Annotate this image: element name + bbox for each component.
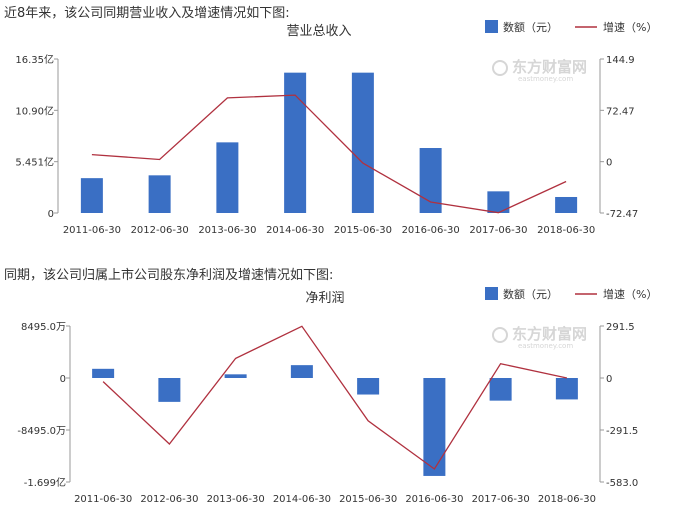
bar <box>148 175 171 213</box>
left-tick-label: -8495.0万 <box>17 426 66 437</box>
left-tick-label: 0 <box>60 374 66 385</box>
x-tick-label: 2014-06-30 <box>266 225 324 236</box>
x-tick-label: 2015-06-30 <box>334 225 392 236</box>
legend-line-label: 增速（%） <box>603 20 657 34</box>
left-tick-label: -1.699亿 <box>24 476 66 489</box>
legend-bar-swatch <box>485 20 498 33</box>
net-profit-chart: 净利润 数额（元） 增速（%） 8495.0万 0 -8495.0万 -1.699亿 291.… <box>17 287 657 505</box>
bar <box>423 378 446 476</box>
right-tick-label: 72.47 <box>606 106 635 117</box>
bar <box>290 365 313 378</box>
x-tick-label: 2018-06-30 <box>538 494 596 505</box>
section-heading-revenue: 近8年来，该公司同期营业收入及增速情况如下图: <box>4 6 290 21</box>
x-tick-label: 2015-06-30 <box>339 494 397 505</box>
right-tick-label: 0 <box>606 158 612 169</box>
x-tick-label: 2012-06-30 <box>140 494 198 505</box>
right-tick-label: -583.0 <box>606 478 638 489</box>
revenue-chart: 营业总收入 数额（元） 增速（%） 16.35亿 10.90亿 5.451亿 0 144.9 7… <box>15 20 657 236</box>
x-tick-label: 2017-06-30 <box>472 494 530 505</box>
x-tick-label: 2014-06-30 <box>273 494 331 505</box>
bar <box>80 178 103 213</box>
bar <box>216 142 239 213</box>
legend-bar-swatch <box>485 287 498 300</box>
left-tick-label: 10.90亿 <box>15 104 54 117</box>
growth-line <box>91 94 567 214</box>
left-tick-label: 8495.0万 <box>21 322 66 333</box>
x-tick-label: 2016-06-30 <box>405 494 463 505</box>
bar <box>487 191 510 213</box>
bar <box>284 72 307 213</box>
bar <box>555 378 578 400</box>
watermark-icon <box>492 327 508 343</box>
x-tick-label: 2017-06-30 <box>469 225 527 236</box>
x-tick-label: 2018-06-30 <box>537 225 595 236</box>
bar <box>92 368 115 378</box>
right-tick-label: 0 <box>606 374 612 385</box>
right-tick-label: 144.9 <box>606 55 635 66</box>
bar <box>419 148 442 213</box>
x-tick-label: 2016-06-30 <box>402 225 460 236</box>
watermark-url: eastmoney.com <box>518 342 573 350</box>
x-tick-label: 2013-06-30 <box>207 494 265 505</box>
x-tick-label: 2012-06-30 <box>131 225 189 236</box>
x-tick-label: 2013-06-30 <box>198 225 256 236</box>
left-tick-label: 5.451亿 <box>15 156 54 169</box>
right-tick-label: -291.5 <box>606 426 638 437</box>
growth-line <box>102 325 568 470</box>
watermark-logo: 东方财富网 <box>512 58 587 76</box>
left-tick-label: 0 <box>48 209 54 220</box>
right-tick-label: -72.47 <box>606 209 638 220</box>
legend-line-label: 增速（%） <box>603 287 657 301</box>
x-tick-label: 2011-06-30 <box>63 225 121 236</box>
watermark-logo: 东方财富网 <box>512 325 587 343</box>
watermark-icon <box>492 60 508 76</box>
right-tick-label: 291.5 <box>606 322 635 333</box>
bar <box>158 378 181 402</box>
bar <box>224 374 247 378</box>
legend-bar-label: 数额（元） <box>503 288 558 301</box>
watermark-url: eastmoney.com <box>518 75 573 83</box>
chart-title: 营业总收入 <box>286 24 351 39</box>
bar <box>357 378 380 395</box>
chart-title: 净利润 <box>305 291 344 306</box>
legend-bar-label: 数额（元） <box>503 21 558 34</box>
bar <box>489 378 512 401</box>
x-tick-label: 2011-06-30 <box>74 494 132 505</box>
section-heading-net-profit: 同期，该公司归属上市公司股东净利润及增速情况如下图: <box>4 268 334 283</box>
bar <box>555 196 578 213</box>
bar <box>351 72 374 213</box>
left-tick-label: 16.35亿 <box>15 53 54 66</box>
